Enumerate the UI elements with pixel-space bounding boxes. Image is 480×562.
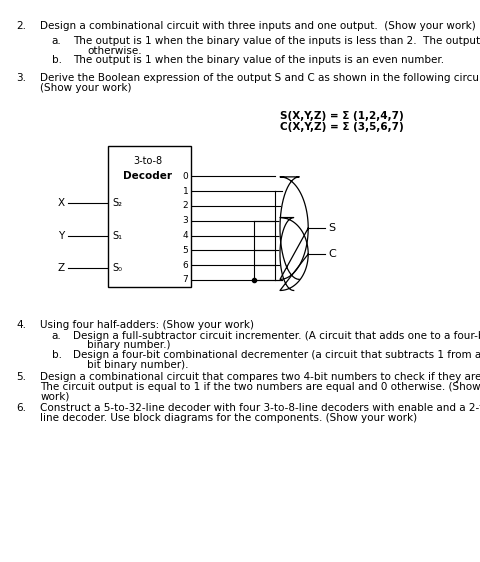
Text: 7: 7	[182, 275, 188, 284]
Text: (Show your work): (Show your work)	[40, 83, 132, 93]
Text: X: X	[58, 198, 64, 208]
Text: The output is 1 when the binary value of the inputs is an even number.: The output is 1 when the binary value of…	[73, 55, 444, 65]
Text: 6.: 6.	[16, 404, 26, 413]
Text: Construct a 5-to-32-line decoder with four 3-to-8-line decoders with enable and : Construct a 5-to-32-line decoder with fo…	[40, 404, 480, 413]
Text: otherwise.: otherwise.	[87, 46, 142, 56]
Text: S₂: S₂	[112, 198, 122, 208]
Text: Derive the Boolean expression of the output S and C as shown in the following ci: Derive the Boolean expression of the out…	[40, 73, 480, 83]
Text: a.: a.	[52, 36, 61, 46]
Text: S₁: S₁	[112, 230, 122, 241]
Text: 3-to-8: 3-to-8	[133, 156, 162, 166]
Text: bit binary number).: bit binary number).	[87, 360, 189, 370]
Text: The output is 1 when the binary value of the inputs is less than 2.  The output : The output is 1 when the binary value of…	[73, 36, 480, 46]
Text: Z: Z	[58, 263, 64, 273]
Text: S: S	[328, 223, 336, 233]
Text: S₀: S₀	[112, 263, 122, 273]
Text: 3: 3	[182, 216, 188, 225]
Text: 0: 0	[182, 172, 188, 181]
Text: 3.: 3.	[16, 73, 26, 83]
Text: 2.: 2.	[16, 21, 26, 31]
Text: Decoder: Decoder	[123, 171, 172, 182]
Text: C(X,Y,Z) = Σ (3,5,6,7): C(X,Y,Z) = Σ (3,5,6,7)	[280, 123, 404, 133]
Text: Design a combinational circuit that compares two 4-bit numbers to check if they : Design a combinational circuit that comp…	[40, 372, 480, 382]
Polygon shape	[280, 217, 308, 291]
Text: b.: b.	[52, 55, 62, 65]
Text: 1: 1	[182, 187, 188, 196]
Text: Design a combinational circuit with three inputs and one output.  (Show your wor: Design a combinational circuit with thre…	[40, 21, 476, 31]
FancyBboxPatch shape	[108, 146, 191, 287]
Text: work): work)	[40, 392, 70, 402]
Text: Using four half-adders: (Show your work): Using four half-adders: (Show your work)	[40, 320, 254, 329]
Text: 2: 2	[182, 201, 188, 210]
Text: a.: a.	[52, 330, 61, 341]
Text: 5.: 5.	[16, 372, 26, 382]
Text: line decoder. Use block diagrams for the components. (Show your work): line decoder. Use block diagrams for the…	[40, 413, 417, 423]
Text: 4.: 4.	[16, 320, 26, 329]
Text: 4: 4	[182, 231, 188, 240]
Text: 5: 5	[182, 246, 188, 255]
Text: 6: 6	[182, 261, 188, 270]
Text: binary number.): binary number.)	[87, 341, 170, 351]
Text: b.: b.	[52, 350, 62, 360]
Text: Design a four-bit combinational decrementer (a circuit that subtracts 1 from a f: Design a four-bit combinational decremen…	[73, 350, 480, 360]
Text: C: C	[328, 249, 336, 259]
Text: Y: Y	[58, 230, 64, 241]
Polygon shape	[280, 177, 308, 279]
Text: Design a full-subtractor circuit incrementer. (A circuit that adds one to a four: Design a full-subtractor circuit increme…	[73, 330, 480, 341]
Text: S(X,Y,Z) = Σ (1,2,4,7): S(X,Y,Z) = Σ (1,2,4,7)	[280, 111, 404, 121]
Text: The circuit output is equal to 1 if the two numbers are equal and 0 otherwise. (: The circuit output is equal to 1 if the …	[40, 382, 480, 392]
